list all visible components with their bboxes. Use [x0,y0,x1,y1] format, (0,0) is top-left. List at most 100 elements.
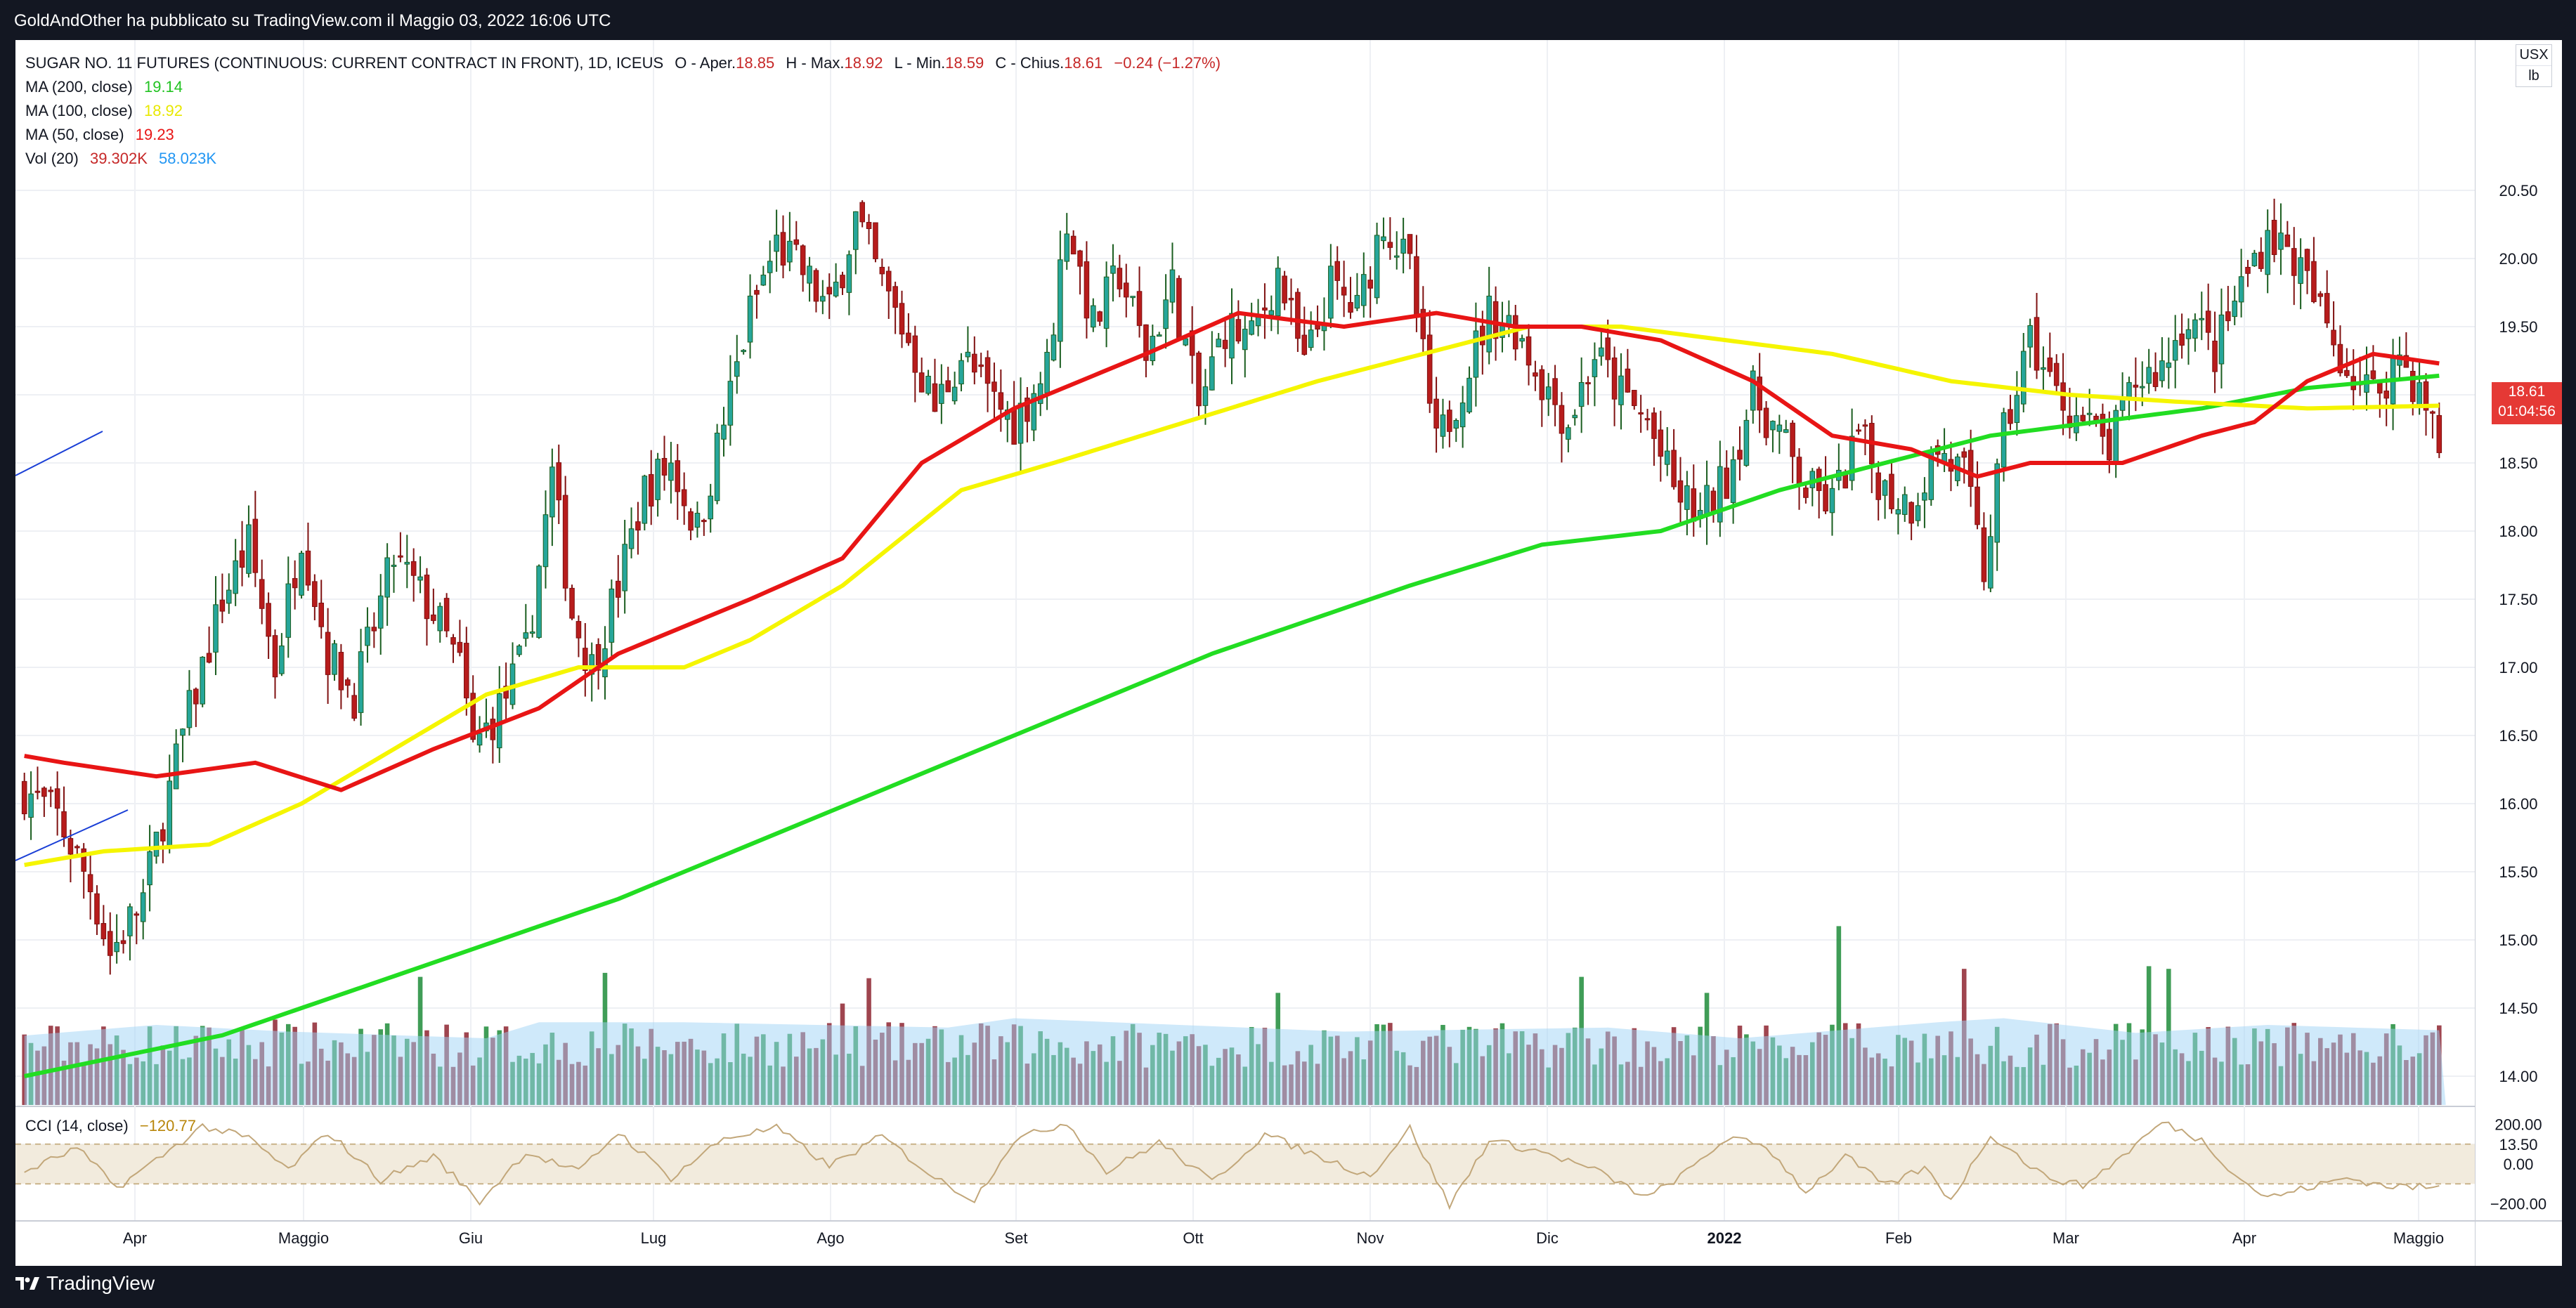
candle [2185,329,2192,339]
candle [1704,485,1710,517]
candle [1585,382,1591,385]
candle [1426,334,1433,404]
candle [48,790,54,792]
candle [2053,362,2060,386]
candle [2133,384,2139,388]
candle [1282,275,1287,303]
candle [252,518,259,573]
candle [1757,377,1762,411]
ma100-line[interactable] [24,325,2440,868]
candle [972,353,977,373]
price-tick-label: 18.50 [2499,454,2537,472]
candle [2225,311,2231,322]
candle [1631,390,1637,406]
candle [1539,369,1545,400]
candle [351,695,357,719]
candle [312,581,318,608]
candle [2172,340,2178,361]
candle [595,643,601,671]
candle [41,787,47,797]
chart-canvas[interactable]: 20.5020.0019.5019.0018.5018.0017.5017.00… [15,40,2562,1266]
candle [1625,368,1631,393]
ma50-line[interactable] [24,310,2440,792]
price-tick-label: 16.50 [2499,727,2537,745]
candle [450,637,456,645]
candle [958,360,964,385]
candle [1031,393,1037,431]
candle [681,489,687,506]
trendline-upper[interactable] [15,431,103,476]
legend-symbol-row[interactable]: SUGAR NO. 11 FUTURES (CONTINUOUS: CURREN… [25,51,1221,75]
candle [338,652,344,691]
price-tick-label: 13.50 [2499,1136,2537,1153]
candle [2311,261,2317,303]
candle [1249,320,1254,335]
candle [1961,451,1967,458]
candle [2265,230,2270,275]
candle [292,577,298,589]
candle [523,632,529,639]
candle [1130,296,1136,299]
legend: SUGAR NO. 11 FUTURES (CONTINUOUS: CURREN… [25,51,1221,171]
price-tick-label: 20.00 [2499,250,2537,268]
candle [219,599,226,612]
candle [1414,256,1419,318]
candle [1334,261,1341,281]
cci-value: −120.77 [139,1117,196,1134]
candle [2317,293,2324,297]
candle [127,906,133,936]
candle [1453,419,1459,429]
candle [2423,381,2429,411]
candle [2179,333,2185,346]
candle [1677,480,1684,503]
candle [655,459,661,500]
candle [140,892,146,922]
candle [747,295,753,343]
candle [1618,375,1624,405]
cci-line[interactable] [24,1121,2440,1210]
legend-volume-row[interactable]: Vol (20) 39.302K 58.023K [25,147,1221,171]
ma200-line[interactable] [24,373,2440,1078]
time-axis-border [15,1220,2562,1222]
tradingview-brand[interactable]: TradingView [15,1272,155,1295]
candle [246,524,252,574]
candle [998,392,1004,410]
candle [1605,337,1611,360]
volume-ma-area [24,1018,2446,1105]
candle [1875,472,1881,500]
trendline-lower[interactable] [15,809,129,861]
legend-ma50-row[interactable]: MA (50, close) 19.23 [25,123,1221,147]
pane-separator [15,1106,2475,1107]
candle [1737,450,1743,460]
candle [233,560,238,594]
candle [153,831,160,857]
candle [2370,370,2376,379]
legend-ma200-row[interactable]: MA (200, close) 19.14 [25,75,1221,99]
last-price: 18.61 [2508,384,2546,400]
currency-label[interactable]: USX [2519,47,2549,63]
candle [661,457,668,476]
chart-area[interactable]: 20.5020.0019.5019.0018.5018.0017.5017.00… [15,40,2562,1266]
change-value: −0.24 (−1.27%) [1114,54,1221,72]
candle [807,266,812,284]
low-label: - Min. [906,54,946,72]
candle [1328,266,1334,319]
candle [2436,414,2442,453]
candle [2001,412,2007,468]
candle [2403,355,2409,368]
time-tick-label: Ott [1183,1229,1203,1247]
candle [1255,317,1261,327]
candle [1275,268,1281,317]
candle [2218,314,2225,365]
candle [1526,336,1532,366]
time-tick-label: Nov [1356,1229,1384,1247]
legend-ma100-row[interactable]: MA (100, close) 18.92 [25,99,1221,123]
unit-label[interactable]: lb [2516,65,2551,86]
unit-selector[interactable]: USX lb [2516,44,2552,87]
candle [100,923,107,939]
candle [1189,330,1195,356]
close-label: - Chius. [1010,54,1065,72]
candle [134,913,140,916]
top-bar: GoldAndOther ha pubblicato su TradingVie… [0,0,2576,46]
cci-legend[interactable]: CCI (14, close) −120.77 [25,1117,196,1135]
